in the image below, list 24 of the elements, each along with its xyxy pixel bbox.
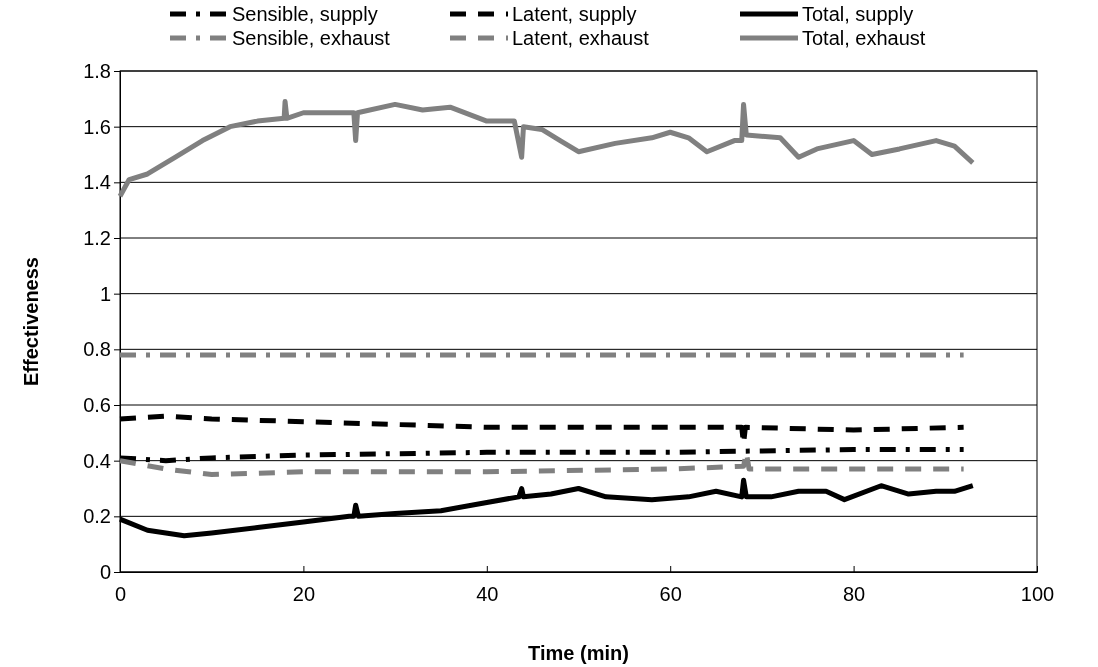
y-tick-label: 1.4 [83,171,111,194]
x-tick-label: 60 [659,583,682,605]
legend-label: Total, supply [802,3,914,25]
y-tick-label: 0.2 [83,505,111,528]
legend-label: Sensible, exhaust [232,27,391,49]
x-tick-label: 100 [1020,583,1055,605]
x-tick-label: 20 [292,583,316,605]
y-tick-label: 1.8 [83,59,111,82]
x-tick-label: 80 [842,583,866,605]
y-tick-label: 1.6 [83,115,111,138]
legend-label: Latent, exhaust [512,27,650,49]
x-tick-label: 40 [476,583,499,605]
legend-label: Total, exhaust [802,27,926,49]
legend-label: Latent, supply [512,3,637,25]
y-tick-label: 1.2 [83,226,111,249]
x-tick-label: 0 [114,583,127,605]
x-axis-title: Time (min) [528,642,629,664]
y-axis-title: Effectiveness [20,257,42,386]
y-tick-label: 0.4 [83,449,111,472]
y-tick-label: 0.8 [83,338,111,361]
legend-label: Sensible, supply [232,3,378,25]
y-tick-label: 0 [99,560,111,583]
y-tick-label: 1 [99,282,111,305]
y-tick-label: 0.6 [83,393,111,416]
